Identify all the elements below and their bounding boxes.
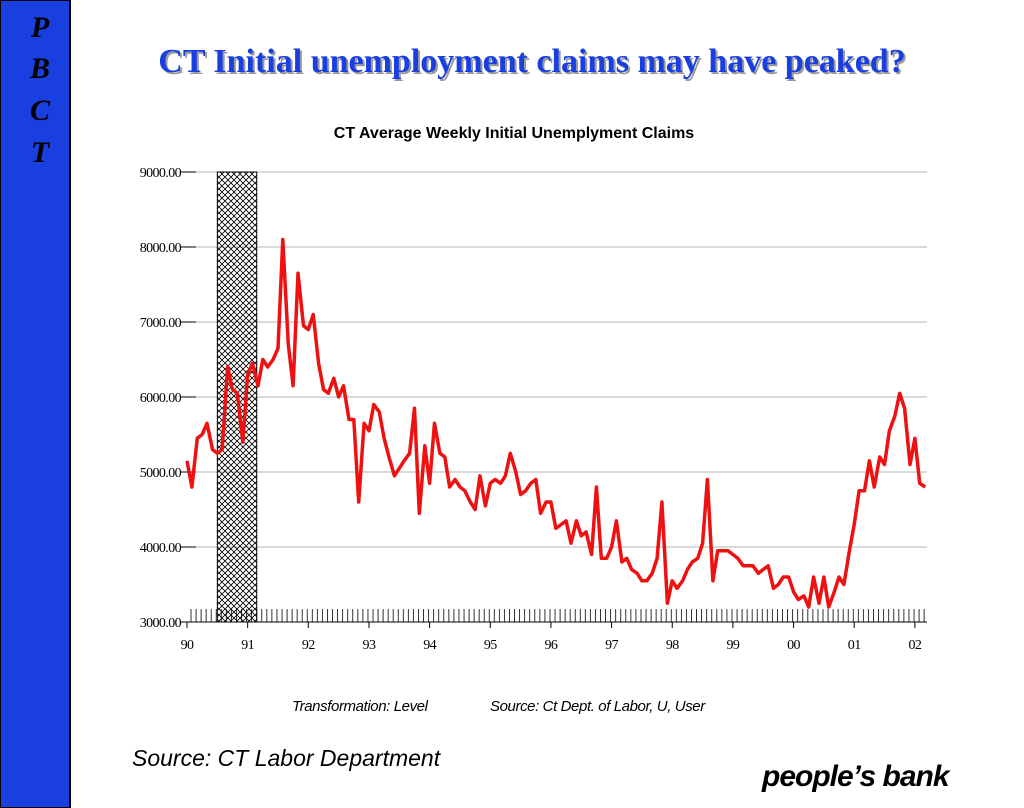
sidebar [0,0,71,808]
sidebar-letter: B [29,52,50,85]
x-tick-label: 90 [181,638,194,653]
x-tick-label: 97 [605,638,618,653]
plot: 3000.00 4000.00 5000.00 6000.00 7000.00 8000.… [140,166,927,653]
minor-ticks [190,609,927,622]
x-tick-label: 92 [302,638,315,653]
slide-title: CT Initial unemployment claims may have … [158,43,905,80]
chart-title: CT Average Weekly Initial Unemplyment Cl… [334,125,695,142]
chart-note: Transformation: Level [292,698,429,715]
y-tick-label: 8000.00 [140,241,182,256]
x-tick-label: 00 [787,638,800,653]
data-line [185,237,927,609]
logo: people’s bank [761,760,951,793]
y-tick-label: 7000.00 [140,316,182,331]
x-tick-label: 95 [484,638,497,653]
y-tick-label: 4000.00 [140,541,182,556]
x-tick-label: 99 [726,638,739,653]
x-tick-label: 94 [423,638,436,653]
x-tick-label: 96 [545,638,558,653]
x-tick-label: 93 [363,638,376,653]
sidebar-letter: T [31,136,51,169]
x-tick-label: 98 [666,638,679,653]
sidebar-letter: P [30,11,50,44]
title-shadow: CT Initial unemployment claims may have … [160,45,907,82]
chart-note: Source: Ct Dept. of Labor, U, User [490,698,706,715]
y-tick-label: 3000.00 [140,616,182,631]
x-tick-label: 02 [908,638,921,653]
y-tick-label: 9000.00 [140,166,182,181]
y-tick-label: 6000.00 [140,391,182,406]
slide-source: Source: CT Labor Department [132,745,442,771]
y-tick-label: 5000.00 [140,466,182,481]
x-tick-label: 01 [848,638,861,653]
sidebar-letter: C [30,94,51,127]
x-tick-label: 91 [241,638,254,653]
